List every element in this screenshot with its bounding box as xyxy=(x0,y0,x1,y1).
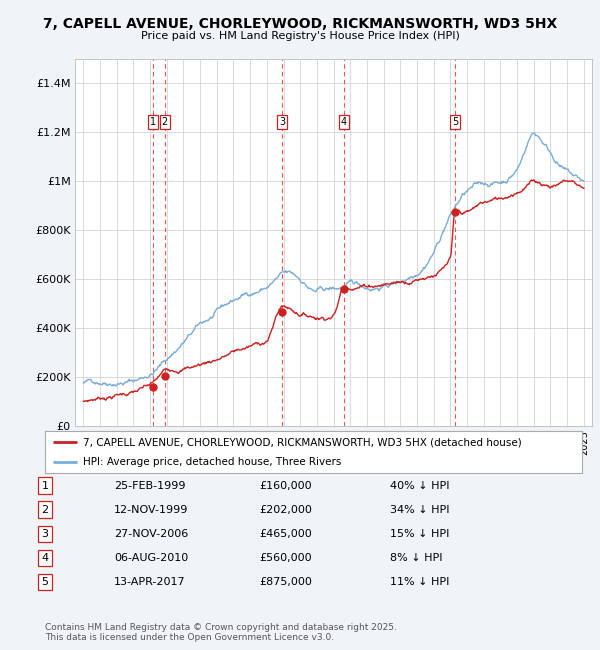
Text: 13-APR-2017: 13-APR-2017 xyxy=(114,577,185,587)
Text: 12-NOV-1999: 12-NOV-1999 xyxy=(114,504,188,515)
Text: 4: 4 xyxy=(41,552,49,563)
Text: 3: 3 xyxy=(279,117,285,127)
Text: 27-NOV-2006: 27-NOV-2006 xyxy=(114,528,188,539)
Text: 4: 4 xyxy=(341,117,347,127)
Text: 2: 2 xyxy=(161,117,168,127)
Text: 5: 5 xyxy=(41,577,49,587)
Text: HPI: Average price, detached house, Three Rivers: HPI: Average price, detached house, Thre… xyxy=(83,457,341,467)
Text: 5: 5 xyxy=(452,117,458,127)
Text: £875,000: £875,000 xyxy=(259,577,312,587)
Text: 8% ↓ HPI: 8% ↓ HPI xyxy=(390,552,443,563)
Text: £160,000: £160,000 xyxy=(259,480,312,491)
Text: £465,000: £465,000 xyxy=(259,528,312,539)
Text: £202,000: £202,000 xyxy=(259,504,312,515)
Text: 7, CAPELL AVENUE, CHORLEYWOOD, RICKMANSWORTH, WD3 5HX: 7, CAPELL AVENUE, CHORLEYWOOD, RICKMANSW… xyxy=(43,17,557,31)
Text: Contains HM Land Registry data © Crown copyright and database right 2025.
This d: Contains HM Land Registry data © Crown c… xyxy=(45,623,397,642)
Text: 34% ↓ HPI: 34% ↓ HPI xyxy=(390,504,449,515)
Text: Price paid vs. HM Land Registry's House Price Index (HPI): Price paid vs. HM Land Registry's House … xyxy=(140,31,460,41)
Text: £560,000: £560,000 xyxy=(259,552,312,563)
Text: 11% ↓ HPI: 11% ↓ HPI xyxy=(390,577,449,587)
Text: 1: 1 xyxy=(41,480,49,491)
Text: 15% ↓ HPI: 15% ↓ HPI xyxy=(390,528,449,539)
Text: 2: 2 xyxy=(41,504,49,515)
Text: 3: 3 xyxy=(41,528,49,539)
Text: 7, CAPELL AVENUE, CHORLEYWOOD, RICKMANSWORTH, WD3 5HX (detached house): 7, CAPELL AVENUE, CHORLEYWOOD, RICKMANSW… xyxy=(83,437,521,447)
Text: 40% ↓ HPI: 40% ↓ HPI xyxy=(390,480,449,491)
Text: 25-FEB-1999: 25-FEB-1999 xyxy=(114,480,185,491)
Text: 1: 1 xyxy=(149,117,155,127)
Text: 06-AUG-2010: 06-AUG-2010 xyxy=(114,552,188,563)
